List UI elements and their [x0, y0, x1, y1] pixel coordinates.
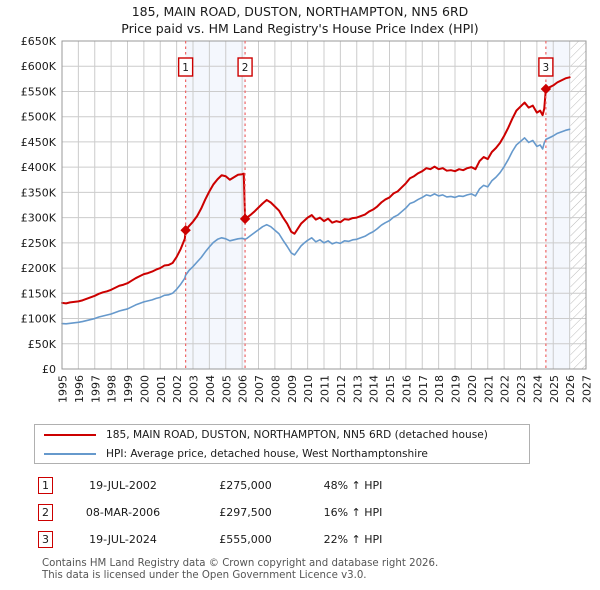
table-row: 2 08-MAR-2006 £297,500 16% ↑ HPI — [38, 499, 458, 526]
y-axis-tick-label: £500K — [21, 111, 57, 124]
transaction-price: £297,500 — [219, 506, 272, 519]
x-axis-tick-label: 2015 — [384, 375, 397, 403]
footer-line-2: This data is licensed under the Open Gov… — [42, 570, 367, 582]
y-axis-tick-label: £50K — [28, 338, 57, 351]
y-axis-tick-label: £600K — [21, 60, 57, 73]
x-axis-tick-label: 2008 — [269, 375, 282, 403]
y-axis-tick-label: £350K — [21, 186, 57, 199]
x-axis-tick-label: 2012 — [335, 375, 348, 403]
y-axis-tick-label: £650K — [21, 35, 57, 48]
x-axis-tick-label: 2002 — [171, 375, 184, 403]
x-axis-tick-label: 2027 — [581, 375, 594, 403]
series-line-price — [61, 76, 571, 305]
legend-label-hpi: HPI: Average price, detached house, West… — [106, 447, 428, 460]
table-row: 3 19-JUL-2024 £555,000 22% ↑ HPI — [38, 526, 458, 553]
chart-plot-area: £0 £50K £100K £150K £200K £250K £300K £350K £400… — [21, 35, 594, 403]
transaction-hpi-delta: 48% ↑ HPI — [323, 479, 383, 492]
x-axis-tick-label: 2011 — [319, 375, 332, 403]
transaction-hpi-delta: 22% ↑ HPI — [323, 533, 383, 546]
status-badge: 1 — [38, 477, 53, 494]
x-axis-tick-label: 2010 — [302, 375, 315, 403]
transactions-table: 1 19-JUL-2002 £275,000 48% ↑ HPI 2 08-MA… — [38, 472, 458, 553]
transaction-marker-point — [239, 213, 251, 225]
series-line-hpi — [61, 128, 571, 325]
plot-frame — [61, 40, 587, 370]
legend-label-price: 185, MAIN ROAD, DUSTON, NORTHAMPTON, NN5… — [106, 428, 488, 441]
x-axis-tick-label: 2009 — [286, 375, 299, 403]
legend-item-hpi: HPI: Average price, detached house, West… — [35, 444, 529, 463]
chart-legend: 185, MAIN ROAD, DUSTON, NORTHAMPTON, NN5… — [34, 424, 530, 464]
x-axis-tick-label: 2025 — [548, 375, 561, 403]
x-axis-tick-label: 2022 — [499, 375, 512, 403]
x-axis-tick-label: 2003 — [188, 375, 201, 403]
y-axis-tick-label: £250K — [21, 237, 57, 250]
x-axis-tick-label: 2000 — [138, 375, 151, 403]
shaded-band — [545, 41, 571, 369]
transaction-hpi-delta: 16% ↑ HPI — [323, 506, 383, 519]
x-axis-tick-label: 1998 — [106, 375, 119, 403]
y-axis-tick-label: £200K — [21, 262, 57, 275]
marker-badge-label: 1 — [182, 62, 189, 74]
y-axis-tick-label: £300K — [21, 212, 57, 225]
transaction-price: £555,000 — [219, 533, 272, 546]
status-badge: 2 — [38, 504, 53, 521]
marker-badge-label: 3 — [543, 62, 550, 74]
x-axis-tick-label: 2007 — [253, 375, 266, 403]
shaded-band — [185, 41, 246, 369]
y-axis-tick-label: £400K — [21, 161, 57, 174]
marker-badge-label: 2 — [242, 62, 249, 74]
x-axis-tick-label: 1996 — [73, 375, 86, 403]
x-axis-tick-label: 2018 — [433, 375, 446, 403]
x-axis-tick-label: 2017 — [417, 375, 430, 403]
y-axis-tick-label: £550K — [21, 85, 57, 98]
footer-line-1: Contains HM Land Registry data © Crown c… — [42, 558, 439, 569]
forecast-region — [570, 41, 586, 369]
x-axis-tick-label: 2004 — [204, 375, 217, 403]
x-axis-tick-label: 1995 — [57, 375, 70, 403]
x-axis-tick-label: 2005 — [220, 375, 233, 403]
marker-badge — [237, 57, 253, 77]
x-axis-tick-label: 2014 — [368, 375, 381, 403]
x-axis-tick-label: 2019 — [450, 375, 463, 403]
x-axis-tick-label: 2006 — [237, 375, 250, 403]
chart-title-line-2: Price paid vs. HM Land Registry's House … — [121, 21, 479, 36]
page-title: 185, MAIN ROAD, DUSTON, NORTHAMPTON, NN5… — [0, 3, 600, 37]
transaction-price: £275,000 — [219, 479, 272, 492]
y-axis-tick-label: £450K — [21, 136, 57, 149]
x-axis-tick-label: 2023 — [515, 375, 528, 403]
x-axis-tick-label: 2016 — [400, 375, 413, 403]
marker-badge — [538, 57, 554, 77]
y-axis-tick-label: £100K — [21, 313, 57, 326]
x-axis-tick-label: 1997 — [89, 375, 102, 403]
marker-badge — [177, 57, 194, 77]
status-badge: 3 — [38, 531, 53, 548]
x-axis-tick-label: 2026 — [564, 375, 577, 403]
transaction-date: 19-JUL-2024 — [89, 533, 157, 546]
chart-title-line-1: 185, MAIN ROAD, DUSTON, NORTHAMPTON, NN5… — [131, 4, 469, 19]
x-axis-tick-label: 2024 — [531, 375, 544, 403]
x-axis-tick-label: 1999 — [122, 375, 135, 403]
y-axis-tick-label: £0 — [42, 363, 56, 376]
copyright-footer: Contains HM Land Registry data © Crown c… — [42, 558, 582, 583]
y-axis-tick-label: £150K — [21, 287, 57, 300]
table-row: 1 19-JUL-2002 £275,000 48% ↑ HPI — [38, 472, 458, 499]
x-axis-tick-label: 2013 — [351, 375, 364, 403]
transaction-date: 19-JUL-2002 — [89, 479, 157, 492]
x-axis-tick-label: 2021 — [482, 375, 495, 403]
x-axis-tick-label: 2020 — [466, 375, 479, 403]
legend-swatch-hpi — [44, 452, 96, 455]
transaction-marker-point — [540, 83, 552, 95]
legend-swatch-price — [44, 433, 96, 436]
transaction-marker-point — [180, 225, 191, 236]
x-axis-tick-label: 2001 — [155, 375, 168, 403]
legend-item-price: 185, MAIN ROAD, DUSTON, NORTHAMPTON, NN5… — [35, 425, 529, 444]
transaction-date: 08-MAR-2006 — [85, 506, 161, 519]
